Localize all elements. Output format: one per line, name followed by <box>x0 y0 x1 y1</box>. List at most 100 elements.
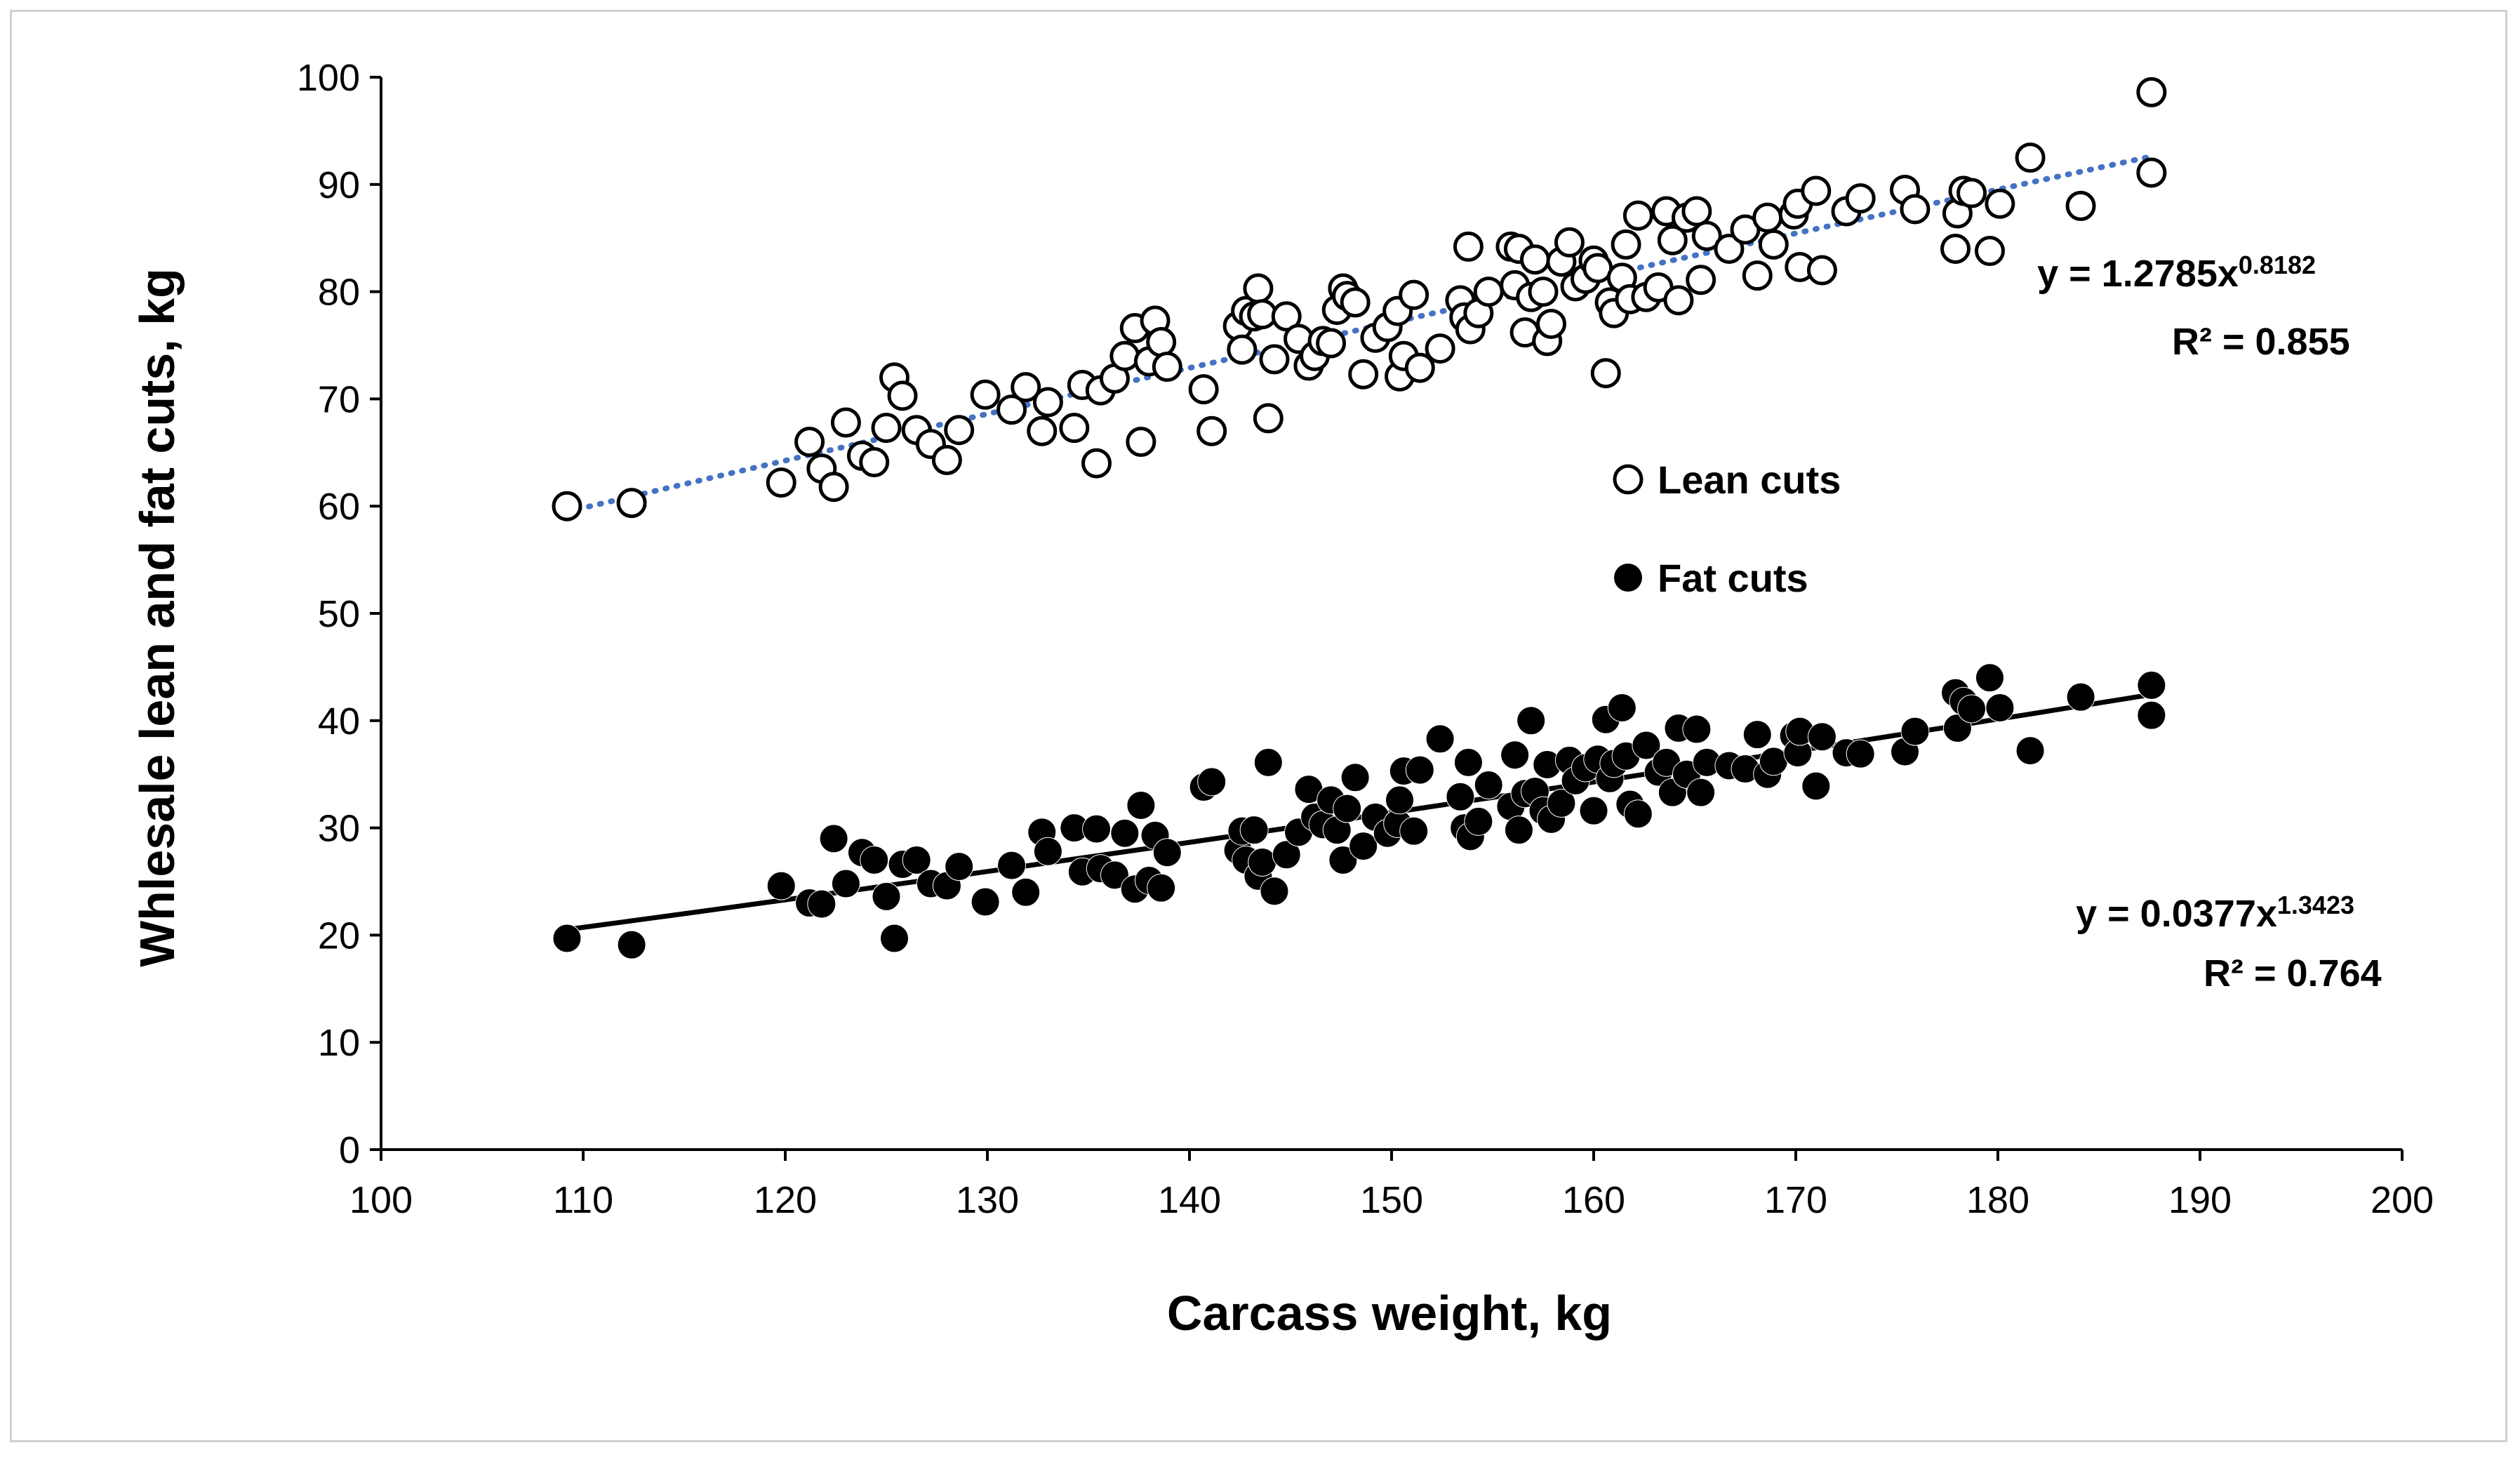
fat-point <box>807 889 836 919</box>
lean-point <box>1253 403 1284 434</box>
fat-point <box>997 851 1027 880</box>
y-tick-label: 80 <box>318 272 360 314</box>
fat-point <box>1033 837 1062 866</box>
lean-equation: y = 1.2785x0.8182 R² = 0.855 <box>2037 251 2350 363</box>
lean-point <box>1611 229 1641 260</box>
fat-point <box>1686 778 1716 807</box>
fat-point <box>1607 693 1636 722</box>
lean-point <box>766 467 796 498</box>
y-tick-label: 90 <box>318 164 360 206</box>
lean-point <box>552 491 582 521</box>
lean-point <box>1806 255 1837 286</box>
y-tick-label: 30 <box>318 808 360 850</box>
fat-point <box>1957 694 1987 724</box>
lean-point <box>1316 328 1347 359</box>
fat-point <box>617 930 646 959</box>
lean-point <box>1686 265 1716 295</box>
fat-point <box>1082 814 1112 844</box>
lean-equation-prefix: y = 1.2785x <box>2037 253 2239 295</box>
lean-point <box>1536 308 1567 339</box>
fat-point <box>1126 791 1156 820</box>
lean-point <box>1227 334 1258 365</box>
fat-point <box>1759 747 1788 776</box>
y-tick-label: 20 <box>318 914 360 957</box>
x-axis-title: Carcass weight, kg <box>1167 1286 1612 1340</box>
fat-equation-exponent: 1.3423 <box>2277 891 2354 919</box>
legend-fat-label: Fat cuts <box>1658 556 1808 600</box>
fat-point <box>1248 847 1277 877</box>
lean-equation-exponent: 0.8182 <box>2239 251 2316 279</box>
fat-point <box>1464 806 1493 836</box>
fat-equation-label: y = 0.0377x1.3423 <box>2076 891 2354 935</box>
x-tick-label: 170 <box>1764 1179 1827 1221</box>
lean-point <box>1742 260 1773 291</box>
fat-point <box>1385 785 1415 815</box>
fat-point <box>1405 755 1434 785</box>
lean-point <box>1126 427 1156 458</box>
lean-point <box>1152 352 1182 382</box>
data-markers <box>552 76 2167 959</box>
fat-point <box>945 852 974 881</box>
lean-point <box>1519 244 1550 275</box>
lean-point <box>616 488 647 519</box>
x-tick-label: 120 <box>754 1179 817 1221</box>
fat-r2-label: R² = 0.764 <box>2204 952 2382 994</box>
legend-fat-marker <box>1614 564 1642 592</box>
x-tick-label: 130 <box>956 1179 1019 1221</box>
y-tick-label: 50 <box>318 593 360 635</box>
fat-point <box>1632 731 1661 760</box>
fat-point <box>1975 663 2004 693</box>
y-tick-label: 10 <box>318 1022 360 1064</box>
lean-point <box>1900 194 1931 225</box>
fat-equation-prefix: y = 0.0377x <box>2076 893 2277 935</box>
lean-point <box>859 447 890 478</box>
fat-point <box>1579 796 1608 825</box>
x-tick-label: 140 <box>1158 1179 1221 1221</box>
lean-point <box>996 394 1027 425</box>
lean-point <box>1590 358 1621 389</box>
lean-point <box>871 413 902 444</box>
fat-point <box>1011 877 1041 907</box>
y-tick-label: 40 <box>318 700 360 743</box>
lean-point <box>1657 225 1688 255</box>
y-tick-label: 100 <box>297 57 360 99</box>
fat-point <box>1147 873 1176 903</box>
fat-point <box>880 924 909 953</box>
fat-point <box>1474 770 1503 799</box>
fat-point <box>1425 724 1455 754</box>
lean-point <box>1801 175 1832 206</box>
lean-point <box>1399 279 1429 310</box>
y-tick-label: 0 <box>339 1129 360 1171</box>
lean-point <box>1956 178 1987 208</box>
fat-point <box>1801 771 1831 801</box>
fat-point <box>2137 700 2166 730</box>
lean-point <box>1081 448 1112 479</box>
x-tick-label: 150 <box>1360 1179 1423 1221</box>
fat-point <box>902 845 931 874</box>
lean-point <box>1011 372 1041 403</box>
lean-point <box>970 379 1001 410</box>
lean-point <box>1404 352 1435 383</box>
x-tick-label: 200 <box>2371 1179 2434 1221</box>
fat-point <box>1900 717 1930 746</box>
lean-point <box>1663 285 1694 316</box>
fat-equation: y = 0.0377x1.3423 R² = 0.764 <box>2076 891 2382 994</box>
x-tick-label: 160 <box>1562 1179 1625 1221</box>
lean-point <box>887 380 918 411</box>
lean-point <box>818 472 849 503</box>
lean-point <box>1758 229 1789 260</box>
lean-r2-label: R² = 0.855 <box>2172 321 2350 363</box>
fat-point <box>1152 838 1182 867</box>
fat-point <box>971 887 1000 917</box>
lean-point <box>1340 287 1371 318</box>
lean-point <box>1027 415 1058 446</box>
plot-axes: 0 10 20 30 40 50 60 70 80 90 100 100 110 120 130 140 150… <box>297 57 2434 1221</box>
x-tick-label: 110 <box>553 1179 613 1221</box>
fat-point <box>1504 816 1533 845</box>
fat-point <box>1516 706 1546 736</box>
fat-point <box>1239 816 1269 845</box>
y-axis-title: Whlesale lean and fat cuts, kg <box>130 268 185 967</box>
fat-point <box>1340 763 1370 792</box>
x-tick-label: 180 <box>1966 1179 2029 1221</box>
